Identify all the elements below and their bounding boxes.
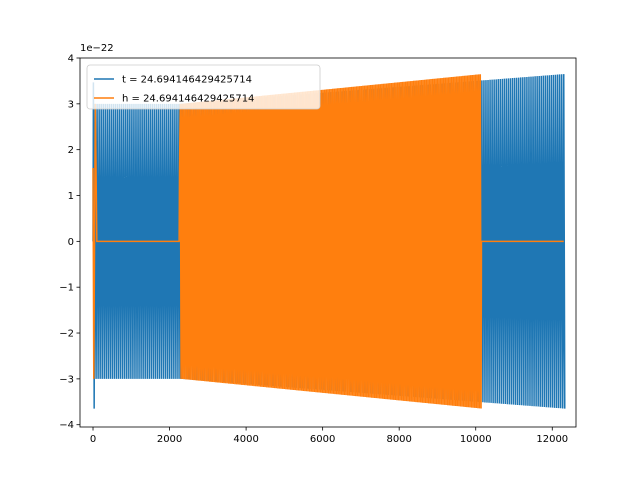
- y-tick-label: 0: [68, 237, 74, 248]
- y-tick-label: 3: [68, 99, 74, 110]
- legend-label-1: t = 24.694146429425714: [122, 75, 252, 86]
- series-line-2: [92, 74, 564, 409]
- y-tick-label: 1: [68, 191, 74, 202]
- y-axis: −4 −3 −2 −1 0 1 2 3 4: [59, 54, 80, 431]
- x-tick-label: 12000: [536, 434, 568, 445]
- x-tick-label: 4000: [233, 434, 258, 445]
- y-offset-label: 1e−22: [80, 43, 114, 54]
- x-tick-label: 8000: [386, 434, 411, 445]
- x-tick-label: 10000: [460, 434, 492, 445]
- x-tick-label: 6000: [310, 434, 335, 445]
- legend: t = 24.694146429425714 h = 24.69414642942…: [86, 64, 321, 110]
- x-axis: 0 2000 4000 6000 8000 10000 12000: [90, 427, 568, 445]
- legend-box: [86, 64, 321, 110]
- y-tick-label: −3: [59, 374, 74, 385]
- y-tick-label: 2: [68, 145, 74, 156]
- series-layer: [92, 74, 566, 409]
- y-tick-label: 4: [68, 54, 74, 65]
- y-tick-label: −2: [59, 329, 74, 340]
- y-tick-label: −1: [59, 283, 74, 294]
- x-tick-label: 2000: [157, 434, 182, 445]
- y-tick-label: −4: [59, 420, 74, 431]
- axes-frame: [79, 57, 577, 428]
- legend-label-2: h = 24.694146429425714: [122, 94, 254, 105]
- x-tick-label: 0: [90, 434, 96, 445]
